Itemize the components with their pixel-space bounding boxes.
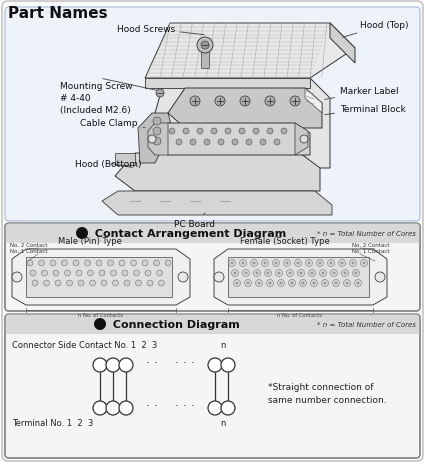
Circle shape <box>258 282 261 285</box>
Circle shape <box>153 128 161 136</box>
Text: No. 2 Contact: No. 2 Contact <box>352 243 390 247</box>
Circle shape <box>99 270 105 276</box>
Circle shape <box>232 140 238 146</box>
Circle shape <box>244 272 247 275</box>
Circle shape <box>244 280 252 287</box>
Text: Hood (Bottom): Hood (Bottom) <box>75 159 142 168</box>
Text: Hood (Top): Hood (Top) <box>343 21 408 38</box>
Circle shape <box>297 262 300 265</box>
Circle shape <box>73 260 79 266</box>
Bar <box>5 313 420 315</box>
Circle shape <box>255 280 263 287</box>
Circle shape <box>136 281 142 287</box>
Circle shape <box>76 270 82 276</box>
Circle shape <box>266 272 269 275</box>
Text: Part Names: Part Names <box>8 6 108 21</box>
Circle shape <box>321 280 329 287</box>
Circle shape <box>349 260 357 267</box>
Circle shape <box>360 260 368 267</box>
Circle shape <box>332 272 335 275</box>
Circle shape <box>156 90 164 98</box>
Circle shape <box>253 270 261 277</box>
Text: Connection Diagram: Connection Diagram <box>109 319 240 329</box>
Circle shape <box>332 280 340 287</box>
Circle shape <box>278 280 284 287</box>
Circle shape <box>153 138 161 146</box>
Circle shape <box>232 270 238 277</box>
Circle shape <box>291 282 294 285</box>
Circle shape <box>246 282 249 285</box>
Circle shape <box>264 270 272 277</box>
Polygon shape <box>153 124 310 156</box>
Circle shape <box>274 140 280 146</box>
Text: Male (Pin) Type: Male (Pin) Type <box>58 237 122 245</box>
Polygon shape <box>295 124 308 156</box>
Polygon shape <box>102 192 332 216</box>
Circle shape <box>78 281 84 287</box>
Polygon shape <box>214 250 387 305</box>
Text: Cable Clamp: Cable Clamp <box>80 119 145 128</box>
Circle shape <box>43 281 49 287</box>
Circle shape <box>55 281 61 287</box>
Circle shape <box>53 270 59 276</box>
Circle shape <box>147 281 153 287</box>
Circle shape <box>190 97 200 107</box>
Circle shape <box>235 282 238 285</box>
Circle shape <box>229 260 235 267</box>
Circle shape <box>113 281 119 287</box>
Circle shape <box>176 140 182 146</box>
Circle shape <box>142 260 148 266</box>
Circle shape <box>230 262 233 265</box>
Circle shape <box>261 260 269 267</box>
Circle shape <box>119 260 125 266</box>
Text: · ·: · · <box>146 357 158 369</box>
Circle shape <box>342 270 348 277</box>
Bar <box>201 51 209 69</box>
Circle shape <box>197 129 203 135</box>
Circle shape <box>354 272 357 275</box>
Text: Female (Socket) Type: Female (Socket) Type <box>240 237 330 245</box>
Circle shape <box>300 136 308 144</box>
Circle shape <box>62 260 68 266</box>
Circle shape <box>265 97 275 107</box>
Circle shape <box>338 260 346 267</box>
Circle shape <box>30 270 36 276</box>
Text: Terminal Block: Terminal Block <box>325 104 406 115</box>
Circle shape <box>239 129 245 135</box>
Circle shape <box>289 280 295 287</box>
Circle shape <box>321 272 325 275</box>
Text: n: n <box>220 418 225 427</box>
Circle shape <box>221 401 235 415</box>
Text: Marker Label: Marker Label <box>325 88 399 100</box>
Circle shape <box>122 270 128 276</box>
Circle shape <box>250 260 258 267</box>
Text: n: n <box>220 340 225 349</box>
Circle shape <box>309 270 315 277</box>
Circle shape <box>340 262 343 265</box>
Circle shape <box>312 282 315 285</box>
Circle shape <box>225 129 231 135</box>
FancyBboxPatch shape <box>5 224 420 311</box>
Circle shape <box>286 270 294 277</box>
Circle shape <box>280 282 283 285</box>
Circle shape <box>130 260 136 266</box>
Circle shape <box>267 129 273 135</box>
Polygon shape <box>115 154 320 192</box>
Bar <box>26 257 172 297</box>
Circle shape <box>153 260 159 266</box>
Circle shape <box>311 272 314 275</box>
Text: · · ·: · · · <box>175 400 195 413</box>
Circle shape <box>169 129 175 135</box>
Circle shape <box>354 280 362 287</box>
Text: Connector Side Contact No. 1  2  3: Connector Side Contact No. 1 2 3 <box>12 340 157 349</box>
Polygon shape <box>12 250 190 305</box>
Text: No. 1 Contact: No. 1 Contact <box>10 249 48 253</box>
Circle shape <box>275 270 283 277</box>
Circle shape <box>119 358 133 372</box>
Text: * n = Total Number of Cores: * n = Total Number of Cores <box>317 231 416 237</box>
Polygon shape <box>138 114 172 163</box>
Circle shape <box>363 262 366 265</box>
Circle shape <box>208 401 222 415</box>
Circle shape <box>351 262 354 265</box>
